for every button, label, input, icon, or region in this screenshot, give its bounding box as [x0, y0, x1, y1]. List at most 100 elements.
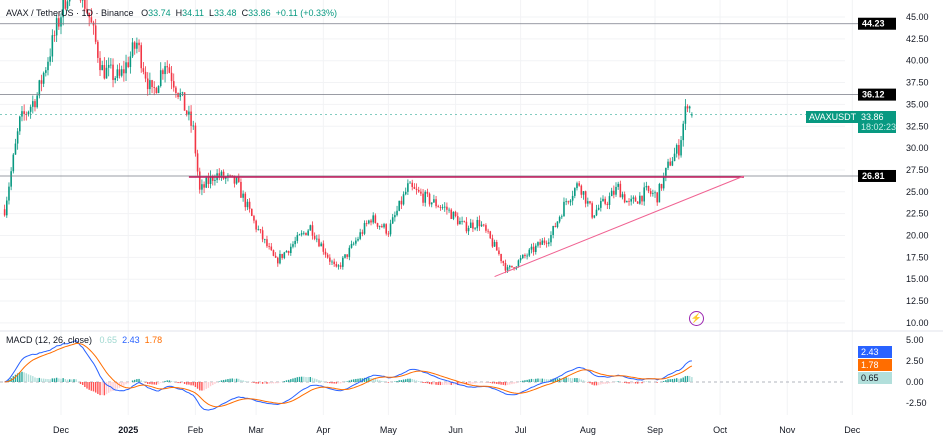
histogram-bar — [257, 382, 259, 384]
candle-body — [120, 69, 123, 76]
histogram-bar — [253, 382, 255, 383]
histogram-bar — [435, 382, 437, 385]
macd-histogram — [6, 371, 693, 396]
candle-body — [220, 171, 223, 177]
histogram-bar — [595, 382, 598, 386]
candle-body — [600, 201, 602, 208]
histogram-bar — [149, 382, 151, 385]
candle-body — [144, 71, 147, 79]
symbol-title[interactable]: AVAX / TetherUS · 1D · Binance — [6, 8, 134, 18]
histogram-bar — [147, 382, 149, 384]
candle-body — [665, 167, 667, 177]
candle-body — [162, 70, 164, 75]
histogram-bar — [691, 377, 693, 382]
candle-body — [554, 226, 557, 228]
candle-body — [639, 195, 641, 204]
candle-body — [459, 220, 461, 225]
candle-body — [411, 182, 414, 187]
candle-body — [287, 250, 290, 254]
candle-body — [3, 209, 6, 216]
candle-body — [623, 194, 626, 203]
macd-legend: MACD (12, 26, close) 0.65 2.43 1.78 — [6, 335, 162, 345]
candle-body — [300, 233, 303, 235]
candle-body — [40, 80, 43, 84]
candle-body — [381, 225, 383, 228]
candle-body — [188, 111, 190, 115]
candle-body — [643, 187, 645, 202]
candle-body — [259, 229, 262, 231]
candle-body — [597, 207, 600, 210]
candle-body — [593, 215, 596, 218]
candle-body — [263, 239, 266, 241]
histogram-bar — [656, 382, 658, 383]
histogram-bar — [437, 382, 439, 385]
histogram-bar — [270, 382, 272, 384]
histogram-bar — [34, 377, 36, 382]
candle-body — [433, 199, 435, 203]
candle-body — [446, 206, 448, 210]
histogram-bar — [597, 382, 600, 386]
candle-body — [110, 64, 112, 66]
histogram-bar — [415, 380, 418, 382]
candle-body — [261, 230, 264, 240]
candle-body — [482, 224, 485, 226]
histogram-bar — [676, 378, 678, 382]
candle-body — [127, 62, 130, 68]
candle-body — [311, 225, 314, 236]
candle-body — [214, 179, 216, 181]
candle-body — [229, 175, 231, 176]
candle-body — [404, 191, 407, 195]
level-tag-label: 36.12 — [862, 90, 885, 100]
candle-body — [99, 57, 101, 71]
candle-body — [495, 241, 498, 251]
candle-body — [636, 201, 639, 204]
histogram-bar — [602, 382, 604, 384]
price-tick-label: 27.50 — [906, 165, 929, 175]
macd-tick-label: 5.00 — [906, 335, 924, 345]
low-label: L — [209, 8, 215, 18]
candle-body — [357, 238, 359, 241]
candle-body — [157, 85, 160, 94]
price-tick-label: 17.50 — [906, 252, 929, 262]
macd-tick-label: -2.50 — [906, 398, 927, 408]
histogram-bar — [593, 382, 596, 386]
candle-body — [415, 188, 418, 190]
candle-body — [272, 250, 275, 256]
high-value: 34.11 — [182, 8, 204, 18]
candle-body — [16, 131, 19, 144]
high-label: H — [175, 8, 183, 18]
candle-body — [626, 201, 628, 203]
histogram-bar — [272, 382, 275, 384]
histogram-bar — [183, 382, 186, 384]
candle-body — [84, 0, 86, 9]
candle-body — [235, 177, 238, 184]
histogram-bar — [42, 378, 45, 382]
lightning-icon[interactable]: ⚡ — [689, 311, 704, 326]
candle-body — [233, 175, 236, 184]
histogram-bar — [587, 382, 589, 383]
price-tick-label: 15.00 — [906, 274, 929, 284]
histogram-bar — [316, 379, 318, 382]
histogram-bar — [233, 378, 236, 382]
histogram-bar — [101, 382, 103, 396]
macd-title[interactable]: MACD (12, 26, close) — [6, 335, 93, 345]
candle-body — [413, 186, 416, 189]
histogram-bar — [634, 382, 637, 384]
histogram-bar — [105, 382, 108, 395]
candle-body — [240, 181, 242, 198]
histogram-bar — [342, 382, 344, 383]
symbol-legend: AVAX / TetherUS · 1D · Binance O33.74 H3… — [6, 8, 337, 18]
candle-body — [318, 238, 320, 247]
time-tick-label: Jul — [515, 425, 527, 435]
histogram-bar — [32, 376, 34, 382]
histogram-bar — [298, 376, 301, 382]
histogram-bar — [212, 382, 214, 386]
histogram-bar — [446, 382, 448, 385]
candle-body — [430, 202, 433, 205]
candle-body — [201, 184, 203, 190]
candle-body — [441, 207, 444, 208]
price-tick-label: 35.00 — [906, 99, 929, 109]
candle-body — [565, 201, 567, 203]
price-tick-label: 42.50 — [906, 34, 929, 44]
